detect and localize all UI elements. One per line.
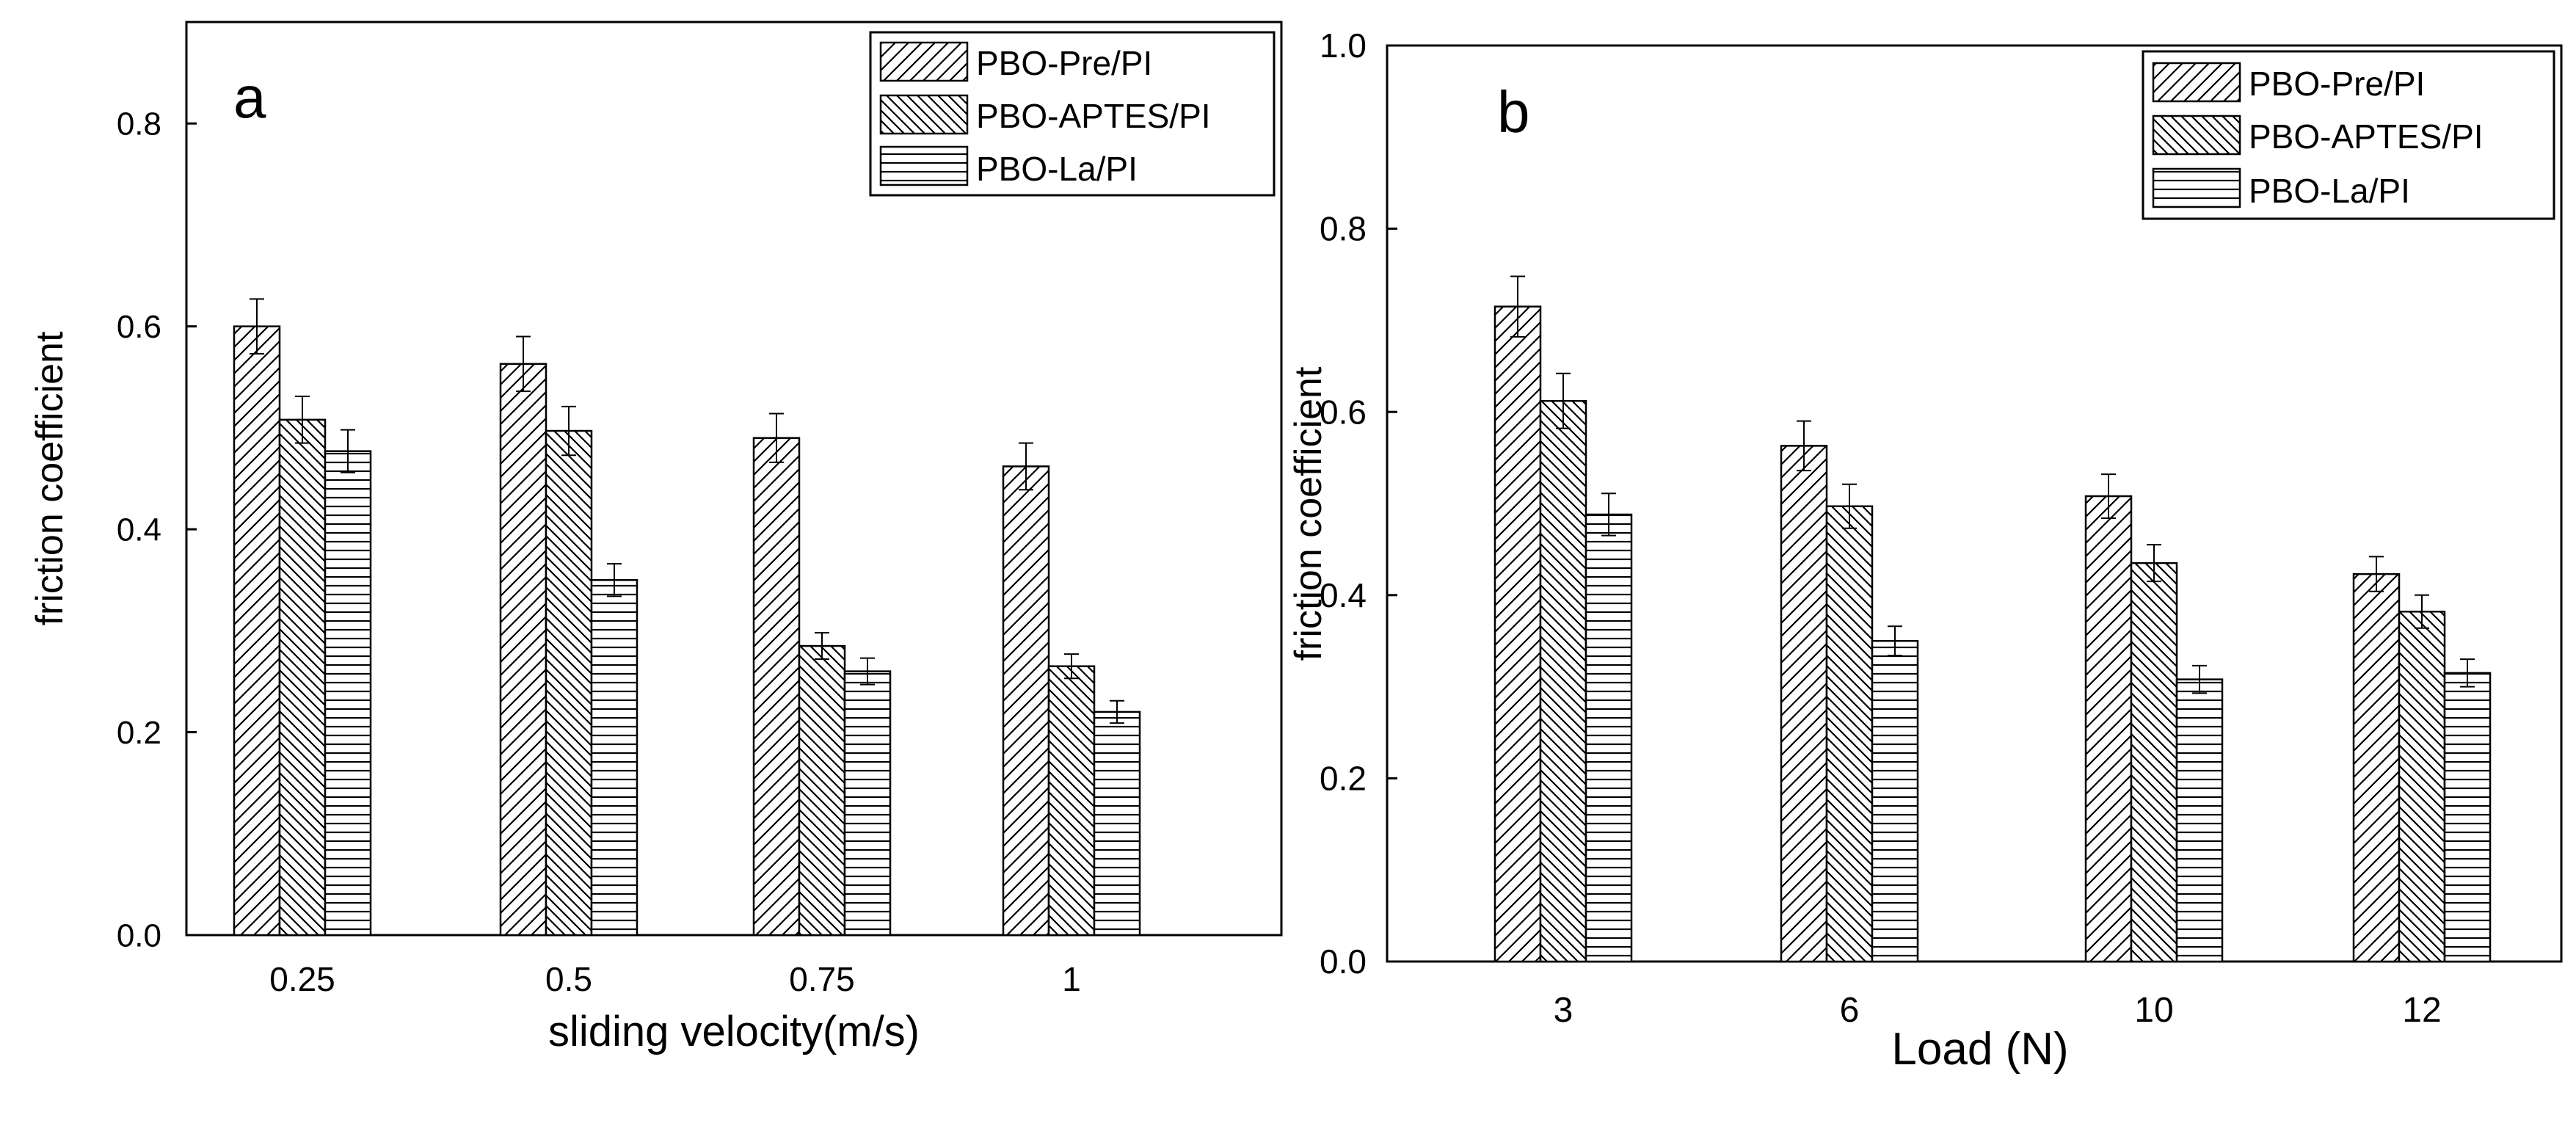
y-tick-label: 0.4 (1320, 576, 1367, 614)
panel-a-frame (185, 21, 1283, 937)
y-tick-label: 0.8 (117, 106, 161, 142)
bar-pbo-la-pi-0-75 (843, 670, 892, 937)
legend-swatch-pbo-aptes-pi (879, 94, 969, 135)
bar-pbo-pre-pi-1 (1002, 465, 1050, 937)
legend-label-pbo-pre-pi: PBO-Pre/PI (976, 44, 1152, 82)
panel-b-bars (1493, 275, 2492, 963)
x-tick-label: 0.75 (789, 960, 855, 998)
bar-pbo-aptes-pi-1 (1047, 665, 1096, 937)
bar-pbo-la-pi-0-25 (324, 450, 372, 937)
panel-b-frame (1386, 44, 2563, 963)
panel-a-label: a (233, 65, 266, 130)
panel-b-x-axis-label: Load (N) (1891, 1024, 2068, 1075)
legend-swatch-pbo-la-pi (879, 145, 969, 186)
bar-pbo-pre-pi-0-25 (233, 325, 281, 937)
y-tick-label: 0.2 (1320, 760, 1367, 798)
x-tick-label: 6 (1840, 991, 1860, 1030)
panel-b-y-axis-label: friction coefficient (1287, 366, 1330, 661)
y-tick-label: 0.0 (117, 917, 161, 953)
panel-a-y-axis-label: friction coefficient (29, 331, 71, 625)
panel-a-legend: PBO-Pre/PI PBO-APTES/PI PBO-La/PI (869, 31, 1276, 197)
bar-pbo-aptes-pi-0-5 (545, 429, 593, 937)
x-tick-label: 10 (2134, 991, 2173, 1030)
panel-a-y-ticks: 0.0 0.2 0.4 0.6 0.8 (117, 106, 197, 953)
bar-pbo-la-pi-1 (1093, 710, 1141, 937)
panel-b-x-ticks: 3 6 10 12 (1554, 991, 2442, 1030)
x-tick-label: 12 (2402, 991, 2441, 1030)
y-tick-label: 1.0 (1320, 26, 1367, 65)
panel-b: b Load (N) friction coefficient 0.00.20.… (1287, 26, 2563, 1075)
bar-pbo-pre-pi-12 (2352, 573, 2401, 963)
panel-a-x-axis-label: sliding velocity(m/s) (548, 1008, 920, 1055)
bar-pbo-la-pi-3 (1584, 513, 1633, 963)
x-tick-label: 0.25 (269, 960, 335, 998)
y-tick-label: 0.8 (1320, 210, 1367, 248)
bar-pbo-aptes-pi-10 (2130, 562, 2178, 963)
y-tick-label: 0.6 (117, 309, 161, 345)
legend-label-pbo-pre-pi: PBO-Pre/PI (2249, 65, 2425, 103)
bar-pbo-aptes-pi-12 (2398, 611, 2446, 963)
legend-swatch-pbo-pre-pi (879, 41, 969, 82)
bar-pbo-la-pi-6 (1871, 639, 1919, 963)
bar-pbo-pre-pi-0-75 (752, 437, 801, 937)
bar-pbo-pre-pi-3 (1493, 305, 1542, 963)
bar-pbo-la-pi-10 (2175, 678, 2224, 963)
legend-swatch-pbo-la-pi (2152, 167, 2241, 208)
legend-swatch-pbo-pre-pi (2152, 62, 2241, 103)
y-tick-label: 0.0 (1320, 942, 1367, 981)
panel-a-bars (233, 298, 1141, 937)
panel-b-label: b (1497, 79, 1530, 145)
legend-label-pbo-la-pi: PBO-La/PI (976, 150, 1138, 188)
bar-pbo-pre-pi-6 (1780, 445, 1828, 963)
y-tick-label: 0.4 (117, 512, 161, 548)
panel-b-y-ticks: 0.0 0.2 0.4 0.6 0.8 1.0 (1320, 26, 1397, 981)
panel-b-legend: PBO-Pre/PI PBO-APTES/PI PBO-La/PI (2142, 50, 2555, 220)
legend-label-pbo-aptes-pi: PBO-APTES/PI (976, 97, 1211, 135)
legend-swatch-pbo-aptes-pi (2152, 115, 2241, 156)
y-tick-label: 0.2 (117, 715, 161, 751)
y-tick-label: 0.6 (1320, 393, 1367, 431)
bar-pbo-aptes-pi-6 (1825, 505, 1874, 963)
x-tick-label: 1 (1062, 960, 1081, 998)
bar-pbo-la-pi-12 (2443, 672, 2492, 963)
bar-pbo-aptes-pi-0-75 (798, 644, 846, 937)
bar-pbo-la-pi-0-5 (590, 578, 638, 937)
bar-pbo-aptes-pi-0-25 (278, 418, 327, 937)
panel-a-x-ticks: 0.25 0.5 0.75 1 (269, 960, 1081, 998)
bar-pbo-pre-pi-0-5 (499, 363, 547, 937)
legend-label-pbo-la-pi: PBO-La/PI (2249, 172, 2410, 210)
x-tick-label: 0.5 (545, 960, 592, 998)
legend-label-pbo-aptes-pi: PBO-APTES/PI (2249, 117, 2484, 156)
bar-pbo-pre-pi-10 (2084, 495, 2133, 963)
bar-pbo-aptes-pi-3 (1539, 399, 1587, 963)
panel-a: a sliding velocity(m/s) friction coeffic… (29, 21, 1283, 1055)
x-tick-label: 3 (1554, 991, 1573, 1030)
